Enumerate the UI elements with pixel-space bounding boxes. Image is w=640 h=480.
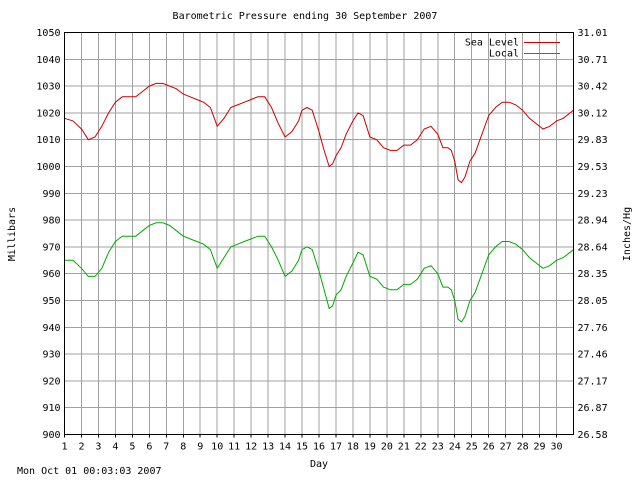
y-tick-label: 930 [42,350,60,361]
x-tick-label: 22 [415,442,427,453]
x-tick-label: 13 [262,442,274,453]
x-tick-label: 7 [163,442,169,453]
y-right-tick-label: 28.35 [578,269,608,280]
chart-title: Barometric Pressure ending 30 September … [173,11,438,22]
y-tick-label: 910 [42,403,60,414]
y-right-tick-label: 27.17 [578,376,608,387]
y-right-tick-label: 28.64 [578,242,608,253]
y-right-tick-label: 29.53 [578,162,608,173]
series-layer [64,82,574,323]
x-tick-label: 6 [146,442,152,453]
x-tick-label: 21 [398,442,410,453]
grid-layer [64,32,574,435]
x-tick-label: 5 [129,442,135,453]
y-axis-label-left: Millibars [7,207,18,261]
series-line-sea-level [64,82,574,184]
x-tick-label: 24 [449,442,461,453]
y-tick-label: 1010 [36,135,60,146]
legend-label-local: Local [489,49,519,60]
x-tick-label: 11 [228,442,240,453]
x-tick-label: 9 [197,442,203,453]
y-right-tick-label: 26.58 [578,430,608,441]
x-tick-label: 8 [180,442,186,453]
x-tick-label: 15 [296,442,308,453]
y-right-tick-label: 30.71 [578,55,608,66]
y-tick-label: 960 [42,269,60,280]
x-tick-label: 4 [112,442,118,453]
y-right-tick-label: 28.94 [578,216,608,227]
x-tick-label: 3 [95,442,101,453]
x-tick-label: 14 [279,442,291,453]
x-axis-label: Day [310,459,328,470]
y-right-tick-label: 30.12 [578,108,608,119]
x-tick-label: 28 [517,442,529,453]
x-tick-label: 17 [330,442,342,453]
x-tick-label: 10 [211,442,223,453]
timestamp-footer: Mon Oct 01 00:03:03 2007 [17,466,162,477]
y-right-tick-label: 26.87 [578,403,608,414]
x-tick-label: 27 [500,442,512,453]
x-tick-label: 30 [551,442,563,453]
y-tick-label: 950 [42,296,60,307]
x-tick-label: 1 [61,442,67,453]
y-tick-label: 920 [42,376,60,387]
y-axis-label-right: Inches/Hg [622,207,633,261]
y-tick-label: 1030 [36,82,60,93]
x-tick-label: 26 [483,442,495,453]
y-right-tick-label: 27.76 [578,323,608,334]
legend-label-sea-level: Sea Level [465,38,519,49]
y-right-tick-label: 28.05 [578,296,608,307]
y-right-tick-label: 31.01 [578,28,608,39]
x-tick-label: 16 [313,442,325,453]
series-line-local [64,222,574,323]
y-tick-label: 970 [42,242,60,253]
x-tick-label: 23 [432,442,444,453]
x-tick-label: 2 [78,442,84,453]
left-axis: 900 910 920 930 940 950 960 970 980 990 1000 1010 10… [36,28,60,441]
y-right-tick-label: 27.46 [578,350,608,361]
y-tick-label: 940 [42,323,60,334]
x-tick-label: 19 [364,442,376,453]
y-tick-label: 990 [42,189,60,200]
y-right-tick-label: 29.83 [578,135,608,146]
y-right-tick-label: 30.42 [578,82,608,93]
x-tick-label: 12 [245,442,257,453]
y-tick-label: 1020 [36,108,60,119]
x-tick-label: 18 [347,442,359,453]
right-axis: 26.58 26.87 27.17 27.46 27.76 28.05 28.35 28.64… [578,28,608,441]
x-tick-label: 25 [466,442,478,453]
y-tick-label: 1040 [36,55,60,66]
y-tick-label: 980 [42,216,60,227]
x-tick-label: 29 [534,442,546,453]
y-tick-label: 1000 [36,162,60,173]
x-tick-label: 20 [381,442,393,453]
y-tick-label: 900 [42,430,60,441]
y-tick-label: 1050 [36,28,60,39]
y-right-tick-label: 29.23 [578,189,608,200]
x-axis: 1 2 3 4 5 6 7 8 9 10 11 12 13 14 15 16 17 18 19 20 21 22 23 24 2… [61,434,563,453]
